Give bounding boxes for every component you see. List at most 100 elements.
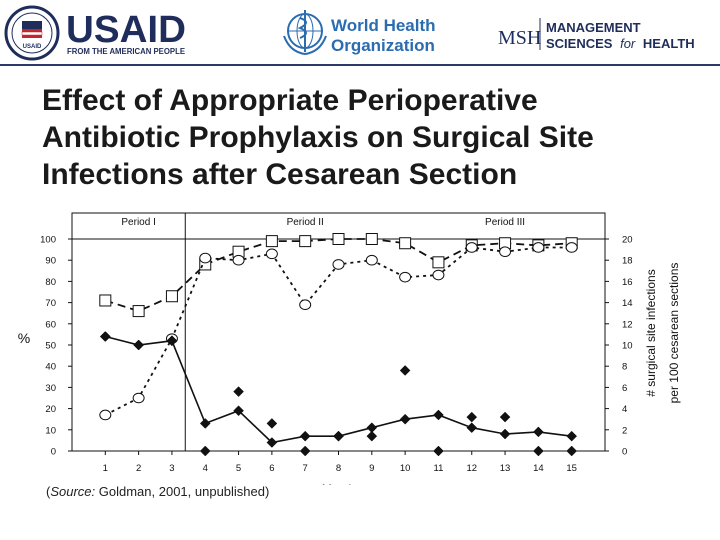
msh-line2-b: for xyxy=(620,36,636,51)
y-right-axis-label-line2: per 100 cesarean sections xyxy=(667,263,681,404)
x-tick-label: 7 xyxy=(303,463,308,474)
y-right-axis-label-line1: # surgical site infections xyxy=(644,269,658,396)
data-point-diamond xyxy=(499,428,511,440)
usaid-seal-text: USAID xyxy=(23,44,42,50)
data-point-square xyxy=(432,256,445,269)
msh-line2-a: SCIENCES xyxy=(546,36,613,51)
svg-text:SCIENCES for HEALT: SCIENCES for HEALTH xyxy=(546,36,695,51)
data-point-square xyxy=(399,237,412,250)
data-point-diamond xyxy=(99,331,111,342)
data-point-circle xyxy=(465,242,478,253)
who-wordmark: World Health Organization xyxy=(331,16,436,55)
x-axis-label: Month xyxy=(322,482,355,485)
x-tick-label: 6 xyxy=(269,463,274,474)
source-label: Source: xyxy=(50,484,96,499)
x-tick-label: 11 xyxy=(434,463,444,474)
data-point-diamond xyxy=(533,426,544,438)
y-left-tick-label: 80 xyxy=(45,277,56,288)
header-divider xyxy=(0,64,720,66)
x-tick-label: 15 xyxy=(566,463,577,474)
x-tick-label: 4 xyxy=(203,463,208,474)
x-tick-label: 10 xyxy=(400,463,411,474)
data-point-square xyxy=(165,290,178,303)
x-tick-label: 12 xyxy=(466,463,477,474)
usaid-wordmark: USAID FROM THE AMERICAN PEOPLE xyxy=(66,9,186,56)
y-left-tick-label: 40 xyxy=(45,362,56,373)
source-prefix: ( xyxy=(46,484,51,499)
y-right-tick-label: 0 xyxy=(622,447,627,458)
y-left-tick-label: 0 xyxy=(51,447,56,458)
data-point-diamond xyxy=(299,430,311,442)
data-point-diamond xyxy=(299,445,311,457)
who-line2: Organization xyxy=(331,36,435,55)
data-point-diamond xyxy=(133,339,144,351)
data-point-diamond xyxy=(433,409,444,421)
data-point-square xyxy=(99,294,112,307)
y-right-tick-label: 2 xyxy=(622,425,627,436)
y-left-tick-label: 60 xyxy=(45,319,56,330)
usaid-seal-logo: USAID xyxy=(4,5,60,61)
data-point-diamond xyxy=(499,411,511,423)
plot-frame xyxy=(71,238,606,452)
data-point-diamond xyxy=(266,437,278,448)
period-label: Period III xyxy=(485,217,525,228)
data-point-diamond xyxy=(566,430,578,442)
data-point-circle xyxy=(365,254,378,266)
y-left-tick-label: 100 xyxy=(40,235,56,246)
series-diamond-line xyxy=(105,335,572,444)
data-point-diamond xyxy=(533,445,544,457)
y-left-tick-label: 90 xyxy=(45,256,56,267)
y-right-tick-label: 10 xyxy=(622,341,633,352)
data-point-circle xyxy=(99,409,112,421)
y-left-tick-label: 10 xyxy=(45,425,56,436)
y-right-tick-label: 16 xyxy=(622,277,633,288)
msh-line2-c: HEALTH xyxy=(643,36,695,51)
who-emblem-logo xyxy=(283,10,327,56)
data-point-square xyxy=(132,305,145,318)
y-right-tick-label: 8 xyxy=(622,362,627,373)
data-point-diamond xyxy=(399,365,411,376)
data-point-diamond xyxy=(399,413,411,425)
data-point-diamond xyxy=(166,335,178,347)
data-point-diamond xyxy=(466,411,478,423)
y-right-tick-label: 18 xyxy=(622,256,633,267)
data-point-circle xyxy=(132,392,145,404)
y-left-tick-label: 30 xyxy=(45,383,56,394)
source-note: (Source: Goldman, 2001, unpublished) xyxy=(46,484,269,499)
period-label: Period II xyxy=(287,217,324,228)
data-point-diamond xyxy=(199,445,211,457)
usaid-tagline: FROM THE AMERICAN PEOPLE xyxy=(67,47,186,56)
usaid-name: USAID xyxy=(66,9,186,51)
data-point-diamond xyxy=(333,430,344,442)
data-point-diamond xyxy=(566,445,578,457)
y-left-tick-label: 20 xyxy=(45,404,56,415)
period-label: Period I xyxy=(121,217,155,228)
y-left-tick-label: 70 xyxy=(45,298,56,309)
msh-abbr: MSH xyxy=(498,27,541,49)
y-left-tick-label: 50 xyxy=(45,341,56,352)
x-tick-label: 9 xyxy=(369,463,374,474)
msh-logo: MSH MANAGEMENT SCIENCES for HEALTH xyxy=(498,18,695,51)
data-point-diamond xyxy=(233,405,244,417)
x-tick-label: 1 xyxy=(103,463,108,474)
data-point-square xyxy=(265,235,278,248)
y-right-tick-label: 4 xyxy=(622,404,627,415)
data-point-circle xyxy=(399,271,412,283)
logo-header: USAID USAID FROM THE AMERICAN PEOPLE Wor… xyxy=(4,5,695,61)
series-circle-line xyxy=(104,246,572,416)
data-point-diamond xyxy=(233,386,244,397)
x-tick-label: 5 xyxy=(236,463,241,474)
data-point-circle xyxy=(332,259,345,270)
data-point-circle xyxy=(532,242,545,253)
x-tick-label: 14 xyxy=(533,463,544,474)
data-point-diamond xyxy=(366,430,378,442)
data-point-diamond xyxy=(199,418,211,429)
y-right-tick-label: 12 xyxy=(622,319,633,330)
data-point-diamond xyxy=(466,422,478,434)
x-tick-label: 2 xyxy=(136,463,141,474)
data-point-circle xyxy=(265,248,278,260)
data-point-square xyxy=(332,233,345,245)
y-left-axis-label: % xyxy=(18,330,30,346)
msh-line1: MANAGEMENT xyxy=(546,20,641,35)
data-point-circle xyxy=(565,242,578,253)
